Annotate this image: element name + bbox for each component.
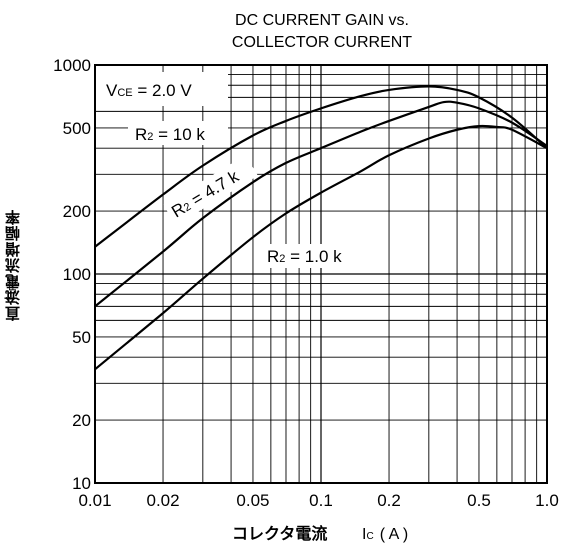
- plot-frame: [94, 64, 548, 484]
- series-line-1: [94, 100, 548, 308]
- y-axis-label: 直流電流増幅率: [4, 209, 22, 321]
- y-axis-symbol-sub: FE: [8, 278, 19, 291]
- x-tick-labels: 0.01 0.02 0.05 0.1 0.2 0.5 1.0: [78, 491, 558, 510]
- x-tick-label: 0.02: [146, 491, 179, 510]
- y-tick-labels: 10 20 50 100 200 500 1000: [53, 56, 91, 493]
- x-tick-label: 1.0: [535, 491, 559, 510]
- annotation-r2-4-7k-sub: 2: [182, 201, 193, 214]
- condition-label: VCE = 2.0 V: [106, 81, 192, 100]
- condition-symbol: V: [106, 81, 118, 100]
- annotation-bg-1k: [262, 244, 366, 268]
- y-axis-symbol: hFE: [3, 278, 20, 300]
- x-tick-label: 0.1: [309, 491, 333, 510]
- y-tick-label: 50: [72, 328, 91, 347]
- x-tick-label: 0.2: [377, 491, 401, 510]
- y-tick-label: 500: [63, 119, 91, 138]
- chart-title-line-2: COLLECTOR CURRENT: [232, 34, 412, 51]
- annotation-r2-10k-r: R: [135, 125, 147, 144]
- series-line-0: [94, 85, 548, 248]
- annotation-r2-10k-value: = 10 k: [153, 125, 205, 144]
- annotation-bg-10k: [128, 121, 228, 145]
- annotation-r2-1k: R2 = 1.0 k: [267, 247, 342, 266]
- annotation-r2-1k-r: R: [267, 247, 279, 266]
- x-axis-label: コレクタ電流: [232, 524, 327, 543]
- condition-subscript: CE: [117, 87, 132, 99]
- x-axis-symbol: IC ( A ): [362, 526, 408, 543]
- y-tick-label: 10: [72, 474, 91, 493]
- x-axis-unit: ( A ): [380, 526, 408, 543]
- y-tick-label: 1000: [53, 56, 91, 75]
- annotation-r2-1k-value: = 1.0 k: [285, 247, 342, 266]
- annotation-r2-1k-sub: 2: [279, 253, 285, 265]
- x-axis-symbol-i: I: [362, 526, 366, 543]
- y-tick-label: 200: [63, 202, 91, 221]
- annotation-r2-10k: R2 = 10 k: [135, 125, 205, 144]
- condition-value: = 2.0 V: [133, 81, 193, 100]
- series-line-2: [94, 124, 548, 371]
- x-tick-label: 0.5: [467, 491, 491, 510]
- x-tick-label: 0.01: [78, 491, 111, 510]
- y-tick-label: 100: [63, 265, 91, 284]
- x-axis-label-text: コレクタ電流: [232, 524, 327, 543]
- y-axis-symbol-h: h: [3, 291, 20, 300]
- annotation-bg-4-7k: [163, 155, 258, 226]
- condition-box: [96, 72, 228, 106]
- y-tick-label: 20: [72, 411, 91, 430]
- x-axis-symbol-sub: C: [366, 531, 373, 542]
- x-tick-label: 0.05: [236, 491, 269, 510]
- annotation-r2-10k-sub: 2: [147, 131, 153, 143]
- series-curves: [94, 85, 548, 371]
- chart-title-line-1: DC CURRENT GAIN vs.: [235, 12, 409, 29]
